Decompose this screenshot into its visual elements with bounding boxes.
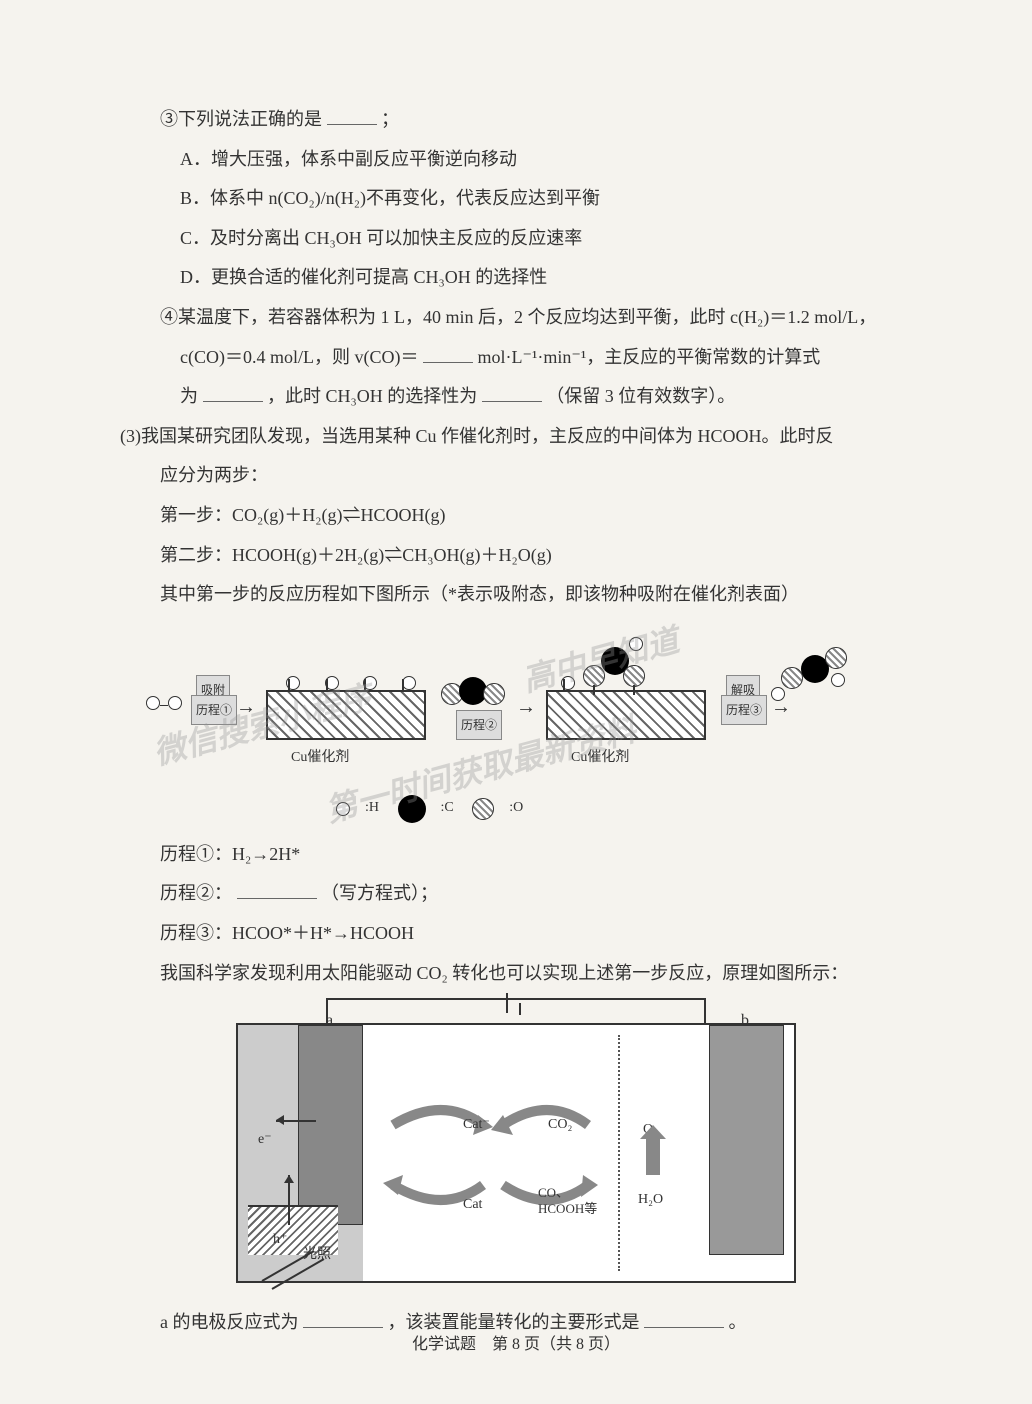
page-footer: 化学试题 第 8 页（共 8 页） <box>0 1330 1032 1354</box>
q4-blank3 <box>482 384 542 402</box>
bond2 <box>326 679 328 691</box>
q3-opt-d: D．更换合适的催化剂可提高 CH₃OH 的选择性 <box>80 258 952 298</box>
label-a: a <box>326 1003 333 1038</box>
q3-blank <box>327 107 377 125</box>
electrode-a <box>298 1025 363 1225</box>
reaction-1: 历程①：H₂→2H* <box>80 835 952 875</box>
hcooh-free <box>801 655 829 698</box>
legend-h: :H <box>365 800 379 815</box>
arrow2: → <box>516 685 536 729</box>
e-label: e⁻ <box>258 1125 272 1156</box>
mechanism-diagram: 吸附 历程① → Cu催化剂 历程② → Cu催化剂 <box>136 635 896 815</box>
p3-step1: 第一步：CO₂(g)＋H₂(g)⇌HCOOH(g) <box>80 496 952 536</box>
p3-desc: 其中第一步的反应历程如下图所示（*表示吸附态，即该物种吸附在催化剂表面） <box>80 575 952 615</box>
q4-line2: c(CO)＝0.4 mol/L，则 v(CO)＝ mol·L⁻¹·min⁻¹，主… <box>80 338 952 378</box>
q3-opt-a: A．增大压强，体系中副反应平衡逆向移动 <box>80 140 952 180</box>
q3-stem: ③下列说法正确的是 ； <box>80 100 952 140</box>
bond3 <box>364 679 366 691</box>
reaction-3: 历程③：HCOO*＋H*→HCOOH <box>80 914 952 954</box>
q4-line1: ④某温度下，若容器体积为 1 L，40 min 后，2 个反应均达到平衡，此时 … <box>80 298 952 338</box>
atom-legend: :H :C :O <box>336 793 538 824</box>
q3-text: ③下列说法正确的是 <box>160 109 322 129</box>
h-plus: h⁺ <box>273 1225 287 1256</box>
o2-arrow-head <box>640 1125 666 1139</box>
adsorbed-hcoo <box>601 647 629 690</box>
co2-label: CO₂ <box>548 1110 572 1141</box>
q4-l3b: ，此时 CH₃OH 的选择性为 <box>267 386 477 406</box>
q4-l2b: mol·L⁻¹·min⁻¹，主反应的平衡常数的计算式 <box>477 347 820 367</box>
adsorbed-h2 <box>561 665 575 705</box>
proc3-label: 历程③ <box>721 695 767 725</box>
h2o-label: H₂O <box>638 1185 663 1216</box>
proc1-label: 历程① <box>191 695 237 725</box>
final-blank2 <box>644 1310 724 1328</box>
final-blank1 <box>303 1310 383 1328</box>
bond4 <box>402 679 404 691</box>
q3-opt-b: B．体系中 n(CO₂)/n(H₂)不再变化，代表反应达到平衡 <box>80 179 952 219</box>
cat-label-1: Cu催化剂 <box>291 743 349 774</box>
h-arrow-head <box>284 1175 294 1183</box>
cat-minus: Cat⁻ <box>463 1110 490 1141</box>
p3-stem1: (3)我国某研究团队发现，当选用某种 Cu 作催化剂时，主反应的中间体为 HCO… <box>80 417 952 457</box>
q3-semi: ； <box>381 109 399 129</box>
separator <box>618 1035 620 1271</box>
p3-step2: 第二步：HCOOH(g)＋2H₂(g)⇌CH₃OH(g)＋H₂O(g) <box>80 536 952 576</box>
q4-l2a: c(CO)＝0.4 mol/L，则 v(CO)＝ <box>180 347 418 367</box>
r2b: （写方程式）； <box>321 883 438 903</box>
electrode-b <box>709 1025 784 1255</box>
arrow1: → <box>236 685 256 729</box>
proc2-label: 历程② <box>456 710 502 740</box>
cat-label-2: Cu催化剂 <box>571 743 629 774</box>
battery-icon <box>506 988 521 1028</box>
q4-l3c: （保留 3 位有效数字）。 <box>546 386 735 406</box>
products-label: CO、 HCOOH等 <box>538 1185 597 1216</box>
q4-line3: 为 ，此时 CH₃OH 的选择性为 （保留 3 位有效数字）。 <box>80 377 952 417</box>
e-arrow-head <box>276 1115 284 1125</box>
q3-opt-c: C．及时分离出 CH₃OH 可以加快主反应的反应速率 <box>80 219 952 259</box>
h2-free <box>146 685 182 725</box>
legend-c: :C <box>441 800 454 815</box>
label-b: b <box>741 1003 749 1038</box>
q4-blank2 <box>203 384 263 402</box>
page-content: ③下列说法正确的是 ； A．增大压强，体系中副反应平衡逆向移动 B．体系中 n(… <box>80 100 952 1343</box>
legend-o: :O <box>509 800 523 815</box>
r2a: 历程②： <box>160 883 232 903</box>
cat-neutral: Cat <box>463 1190 482 1221</box>
right-wire <box>704 998 706 1026</box>
q4-l3a: 为 <box>180 386 198 406</box>
electrochemical-diagram: a e⁻ h⁺ 光照 <box>236 1023 796 1283</box>
bond1 <box>288 679 290 691</box>
cell-wrapper: a e⁻ h⁺ 光照 <box>236 1023 796 1283</box>
reaction-2: 历程②： （写方程式）； <box>80 874 952 914</box>
adsorbed-h <box>286 665 416 705</box>
r2-blank <box>237 881 317 899</box>
p3-stem2: 应分为两步： <box>80 456 952 496</box>
o2-arrow-body <box>646 1135 660 1175</box>
q4-blank1 <box>423 345 473 363</box>
